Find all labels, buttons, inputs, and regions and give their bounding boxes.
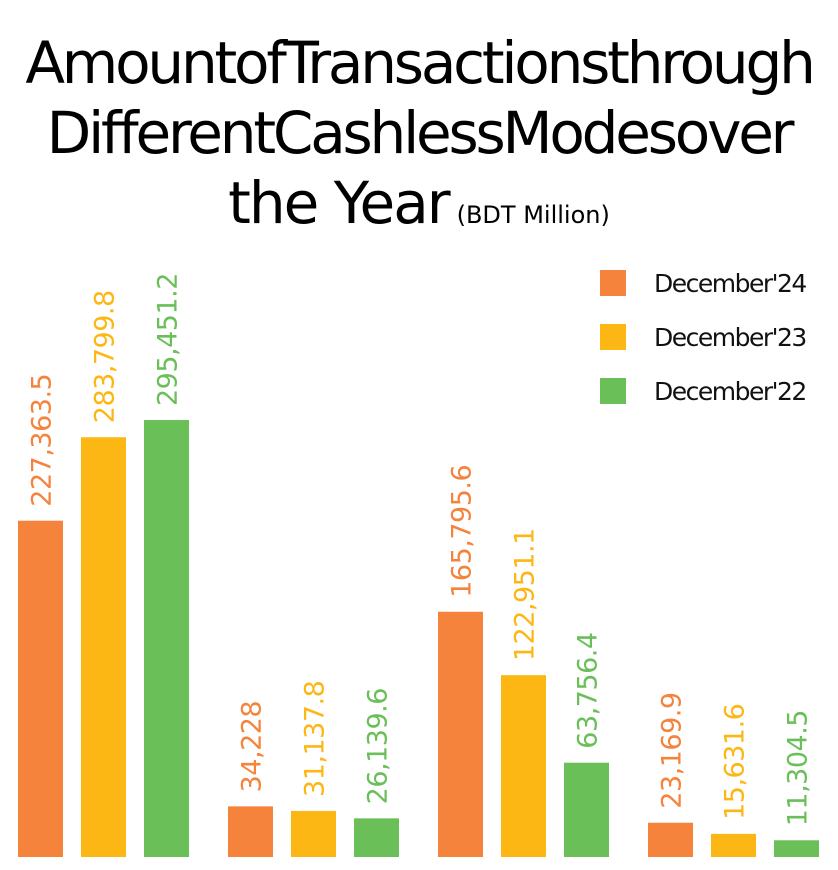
value-label-december-23-group-4: 15,631.6 bbox=[720, 704, 751, 820]
value-label-december-23-group-1: 283,799.8 bbox=[90, 290, 121, 423]
legend-swatch-december-23 bbox=[600, 324, 626, 350]
title-line-1: AmountofTransactionsthrough bbox=[25, 29, 816, 97]
value-label-december-24-group-3: 165,795.6 bbox=[447, 465, 478, 598]
bar-december-22-group-1 bbox=[144, 420, 189, 857]
bar-december-22-group-3 bbox=[564, 762, 609, 857]
bar-december-23-group-4 bbox=[711, 833, 756, 857]
value-label-december-22-group-3: 63,756.4 bbox=[573, 632, 604, 748]
legend-label-december-24: December'24 bbox=[654, 268, 807, 298]
legend-item-december-24: December'24 bbox=[600, 256, 807, 310]
title-line-2: DifferentCashlessModesover bbox=[46, 99, 795, 167]
bar-december-24-group-3 bbox=[438, 611, 483, 857]
value-label-december-23-group-2: 31,137.8 bbox=[300, 681, 331, 797]
legend-item-december-22: December'22 bbox=[600, 364, 807, 418]
bar-december-23-group-1 bbox=[81, 437, 126, 857]
legend-label-december-23: December'23 bbox=[654, 322, 807, 352]
chart-title: AmountofTransactionsthrough DifferentCas… bbox=[0, 28, 838, 250]
bar-december-24-group-2 bbox=[228, 806, 273, 857]
value-label-december-24-group-1: 227,363.5 bbox=[27, 374, 58, 507]
bar-december-22-group-4 bbox=[774, 840, 819, 857]
value-label-december-23-group-3: 122,951.1 bbox=[510, 528, 541, 661]
value-label-december-24-group-4: 23,169.9 bbox=[657, 692, 688, 808]
bar-december-24-group-4 bbox=[648, 822, 693, 857]
value-label-december-22-group-2: 26,139.6 bbox=[363, 688, 394, 804]
chart-subtitle: (BDT Million) bbox=[456, 201, 610, 229]
bar-december-24-group-1 bbox=[18, 520, 63, 857]
legend: December'24 December'23 December'22 bbox=[600, 256, 807, 418]
legend-swatch-december-24 bbox=[600, 270, 626, 296]
bar-december-23-group-2 bbox=[291, 810, 336, 857]
title-line-3: the Year (BDT Million) bbox=[0, 168, 838, 250]
bar-december-23-group-3 bbox=[501, 675, 546, 857]
legend-swatch-december-22 bbox=[600, 378, 626, 404]
legend-item-december-23: December'23 bbox=[600, 310, 807, 364]
value-label-december-24-group-2: 34,228 bbox=[237, 701, 268, 792]
value-label-december-22-group-4: 11,304.5 bbox=[783, 710, 814, 826]
legend-label-december-22: December'22 bbox=[654, 376, 807, 406]
title-line-3-text: the Year bbox=[228, 169, 450, 237]
value-label-december-22-group-1: 295,451.2 bbox=[153, 273, 184, 406]
bar-december-22-group-2 bbox=[354, 818, 399, 857]
